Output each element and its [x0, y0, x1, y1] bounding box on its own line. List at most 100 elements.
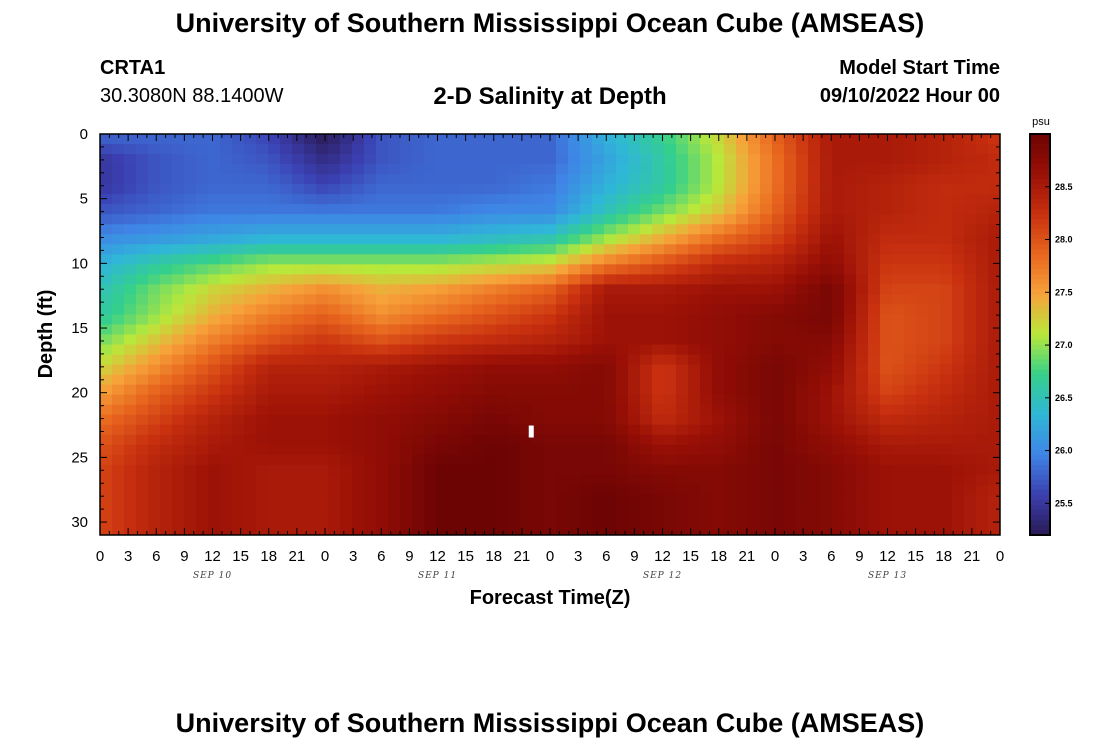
heatmap-cell	[796, 394, 809, 406]
heatmap-cell	[868, 394, 881, 406]
heatmap-cell	[424, 184, 437, 195]
heatmap-cell	[712, 224, 725, 235]
heatmap-cell	[652, 404, 665, 416]
heatmap-cell	[904, 204, 917, 215]
heatmap-cell	[676, 314, 689, 326]
heatmap-cell	[244, 154, 257, 165]
heatmap-cell	[688, 184, 701, 195]
heatmap-cell	[664, 254, 677, 265]
heatmap-cell	[568, 184, 581, 195]
heatmap-cell	[484, 374, 497, 386]
heatmap-cell	[112, 164, 125, 175]
heatmap-cell	[220, 234, 233, 245]
heatmap-cell	[892, 284, 905, 296]
heatmap-cell	[532, 204, 545, 215]
heatmap-cell	[712, 344, 725, 356]
heatmap-cell	[424, 244, 437, 255]
heatmap-cell	[988, 494, 1000, 506]
colorbar-segment	[1030, 254, 1050, 260]
heatmap-cell	[772, 284, 785, 296]
colorbar-segment	[1030, 274, 1050, 280]
heatmap-cell	[940, 324, 953, 336]
heatmap-cell	[880, 434, 893, 446]
heatmap-cell	[160, 324, 173, 336]
heatmap-cell	[664, 154, 677, 165]
heatmap-cell	[568, 434, 581, 446]
heatmap-cell	[316, 304, 329, 316]
heatmap-cell	[160, 304, 173, 316]
heatmap-cell	[736, 204, 749, 215]
heatmap-cell	[724, 154, 737, 165]
heatmap-cell	[376, 514, 389, 526]
heatmap-cell	[448, 474, 461, 486]
heatmap-cell	[112, 444, 125, 456]
heatmap-cell	[820, 454, 833, 466]
heatmap-cell	[292, 154, 305, 165]
heatmap-cell	[916, 434, 929, 446]
heatmap-cell	[352, 524, 365, 535]
heatmap-cell	[172, 484, 185, 496]
heatmap-cell	[916, 244, 929, 255]
heatmap-cell	[172, 334, 185, 346]
heatmap-cell	[928, 384, 941, 396]
heatmap-cell	[784, 234, 797, 245]
heatmap-cell	[268, 424, 281, 436]
heatmap-cell	[664, 424, 677, 436]
heatmap-cell	[652, 224, 665, 235]
heatmap-cell	[172, 264, 185, 275]
heatmap-cell	[148, 334, 161, 346]
heatmap-cell	[472, 294, 485, 306]
heatmap-cell	[772, 374, 785, 386]
heatmap-cell	[340, 294, 353, 306]
heatmap-cell	[928, 424, 941, 436]
heatmap-cell	[160, 244, 173, 255]
heatmap-cell	[448, 194, 461, 205]
footer-title: University of Southern Mississippi Ocean…	[175, 708, 925, 738]
heatmap-cell	[112, 524, 125, 535]
heatmap-cell	[460, 144, 473, 155]
heatmap-cell	[364, 504, 377, 516]
heatmap-cell	[796, 294, 809, 306]
heatmap-cell	[784, 184, 797, 195]
heatmap-cell	[640, 504, 653, 516]
heatmap-cell	[124, 404, 137, 416]
heatmap-cell	[580, 394, 593, 406]
heatmap-cell	[484, 134, 497, 145]
heatmap-cell	[112, 204, 125, 215]
heatmap-cell	[196, 454, 209, 466]
heatmap-cell	[328, 394, 341, 406]
heatmap-cell	[796, 274, 809, 285]
x-axis-title: Forecast Time(Z)	[470, 587, 631, 609]
heatmap-cell	[532, 364, 545, 376]
heatmap-cell	[832, 194, 845, 205]
heatmap-cell	[808, 474, 821, 486]
heatmap-cell	[412, 374, 425, 386]
heatmap-cell	[232, 174, 245, 185]
heatmap-cell	[148, 384, 161, 396]
heatmap-cell	[472, 254, 485, 265]
heatmap-cell	[196, 294, 209, 306]
heatmap-cell	[388, 314, 401, 326]
heatmap-cell	[832, 254, 845, 265]
heatmap-cell	[496, 154, 509, 165]
heatmap-cell	[820, 494, 833, 506]
heatmap-cell	[832, 204, 845, 215]
heatmap-cell	[520, 344, 533, 356]
heatmap-cell	[148, 294, 161, 306]
colorbar-segment	[1030, 299, 1050, 306]
heatmap-cell	[508, 284, 521, 296]
heatmap-cell	[916, 174, 929, 185]
heatmap-cell	[184, 184, 197, 195]
heatmap-cell	[148, 284, 161, 296]
heatmap-cell	[568, 394, 581, 406]
heatmap-cell	[436, 444, 449, 456]
heatmap-cell	[880, 194, 893, 205]
heatmap-cell	[448, 414, 461, 426]
heatmap-cell	[496, 514, 509, 526]
heatmap-cell	[748, 344, 761, 356]
heatmap-cell	[496, 314, 509, 326]
heatmap-cell	[976, 394, 989, 406]
heatmap-cell	[172, 354, 185, 366]
heatmap-cell	[676, 234, 689, 245]
heatmap-cell	[208, 314, 221, 326]
